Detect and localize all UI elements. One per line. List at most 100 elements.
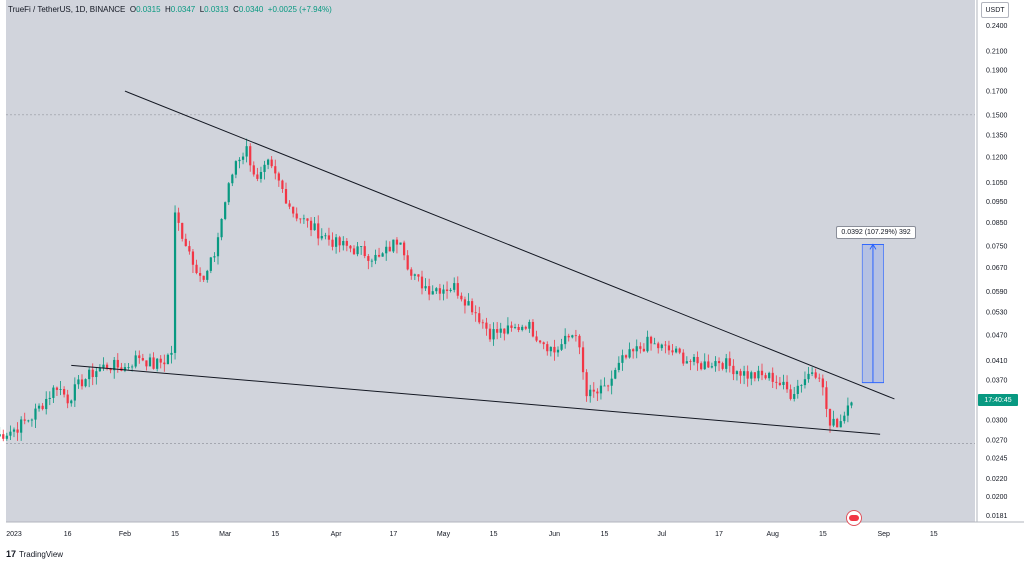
candle-body[interactable]	[599, 385, 603, 394]
candle-body[interactable]	[184, 238, 187, 247]
candle-body[interactable]	[535, 336, 538, 341]
candle-body[interactable]	[700, 363, 703, 370]
candle-body[interactable]	[195, 264, 198, 274]
candle-body[interactable]	[721, 363, 724, 369]
candle-body[interactable]	[578, 335, 581, 348]
candle-body[interactable]	[825, 387, 828, 409]
candle-body[interactable]	[692, 356, 696, 362]
candle-body[interactable]	[496, 329, 499, 333]
candle-body[interactable]	[728, 358, 731, 366]
candle-body[interactable]	[843, 415, 846, 422]
candle-body[interactable]	[413, 274, 416, 276]
candle-body[interactable]	[302, 218, 306, 220]
candle-body[interactable]	[98, 367, 102, 372]
candle-body[interactable]	[768, 372, 771, 379]
candle-body[interactable]	[725, 358, 728, 369]
candle-body[interactable]	[20, 419, 23, 433]
candle-body[interactable]	[334, 237, 338, 247]
candle-body[interactable]	[617, 362, 620, 370]
candle-body[interactable]	[678, 348, 681, 353]
brand[interactable]: 17 TradingView	[6, 549, 63, 559]
candle-body[interactable]	[564, 335, 567, 345]
candle-body[interactable]	[30, 419, 34, 421]
candle-body[interactable]	[435, 288, 438, 292]
candle-body[interactable]	[177, 212, 180, 223]
candle-body[interactable]	[467, 301, 470, 306]
candle-body[interactable]	[238, 159, 241, 162]
candle-body[interactable]	[481, 322, 484, 324]
candle-body[interactable]	[73, 384, 76, 401]
candle-body[interactable]	[213, 256, 216, 258]
candle-body[interactable]	[138, 355, 141, 359]
candle-body[interactable]	[9, 431, 12, 436]
candle-body[interactable]	[431, 291, 434, 295]
candle-body[interactable]	[130, 366, 134, 368]
candle-body[interactable]	[696, 356, 699, 364]
candle-body[interactable]	[156, 358, 159, 369]
currency-unit-button[interactable]: USDT	[981, 2, 1009, 18]
candle-body[interactable]	[88, 369, 91, 380]
candle-body[interactable]	[649, 336, 653, 344]
candle-body[interactable]	[603, 385, 606, 387]
candle-body[interactable]	[606, 385, 610, 387]
candle-body[interactable]	[621, 355, 624, 363]
candle-body[interactable]	[284, 188, 288, 204]
candle-body[interactable]	[288, 203, 291, 207]
candle-body[interactable]	[503, 328, 506, 334]
candle-body[interactable]	[356, 246, 359, 255]
candle-body[interactable]	[113, 359, 116, 371]
candle-body[interactable]	[317, 223, 320, 239]
candle-body[interactable]	[159, 358, 162, 363]
candle-body[interactable]	[571, 335, 574, 338]
candle-body[interactable]	[560, 344, 563, 350]
candle-body[interactable]	[12, 429, 16, 432]
candle-body[interactable]	[327, 235, 331, 240]
candle-body[interactable]	[152, 357, 155, 369]
candle-body[interactable]	[173, 212, 177, 353]
candle-body[interactable]	[546, 344, 549, 352]
candle-body[interactable]	[102, 364, 105, 368]
candle-body[interactable]	[424, 286, 427, 289]
candle-body[interactable]	[313, 223, 316, 231]
candle-body[interactable]	[209, 257, 212, 271]
candle-body[interactable]	[499, 328, 502, 333]
candle-body[interactable]	[84, 379, 87, 387]
candle-body[interactable]	[41, 405, 44, 410]
candle-body[interactable]	[567, 335, 570, 338]
candle-body[interactable]	[299, 218, 302, 220]
candle-body[interactable]	[689, 361, 692, 362]
candle-body[interactable]	[360, 246, 363, 247]
candle-body[interactable]	[116, 359, 119, 368]
candle-body[interactable]	[428, 286, 431, 295]
candle-body[interactable]	[614, 369, 617, 379]
candle-body[interactable]	[778, 382, 782, 385]
candle-body[interactable]	[750, 372, 753, 379]
candle-body[interactable]	[338, 237, 341, 246]
candle-body[interactable]	[660, 344, 663, 349]
candle-body[interactable]	[374, 254, 377, 261]
candle-body[interactable]	[198, 273, 202, 276]
candle-body[interactable]	[556, 349, 560, 353]
candle-body[interactable]	[674, 348, 678, 353]
candle-body[interactable]	[181, 222, 184, 239]
candle-body[interactable]	[134, 355, 137, 367]
candle-body[interactable]	[274, 166, 277, 174]
candle-body[interactable]	[796, 385, 799, 395]
candle-body[interactable]	[295, 213, 298, 219]
candle-body[interactable]	[34, 408, 37, 420]
candle-body[interactable]	[263, 164, 266, 172]
candle-body[interactable]	[281, 180, 284, 189]
candle-body[interactable]	[714, 361, 717, 367]
candle-body[interactable]	[256, 174, 259, 179]
candle-body[interactable]	[52, 387, 55, 398]
candle-body[interactable]	[717, 361, 721, 364]
candle-body[interactable]	[664, 344, 667, 346]
earnings-event-icon[interactable]	[846, 510, 862, 526]
candle-body[interactable]	[839, 421, 842, 428]
candle-body[interactable]	[406, 255, 409, 270]
candle-body[interactable]	[206, 270, 209, 280]
candle-body[interactable]	[66, 394, 69, 404]
candle-body[interactable]	[538, 340, 542, 343]
candle-body[interactable]	[352, 248, 356, 255]
